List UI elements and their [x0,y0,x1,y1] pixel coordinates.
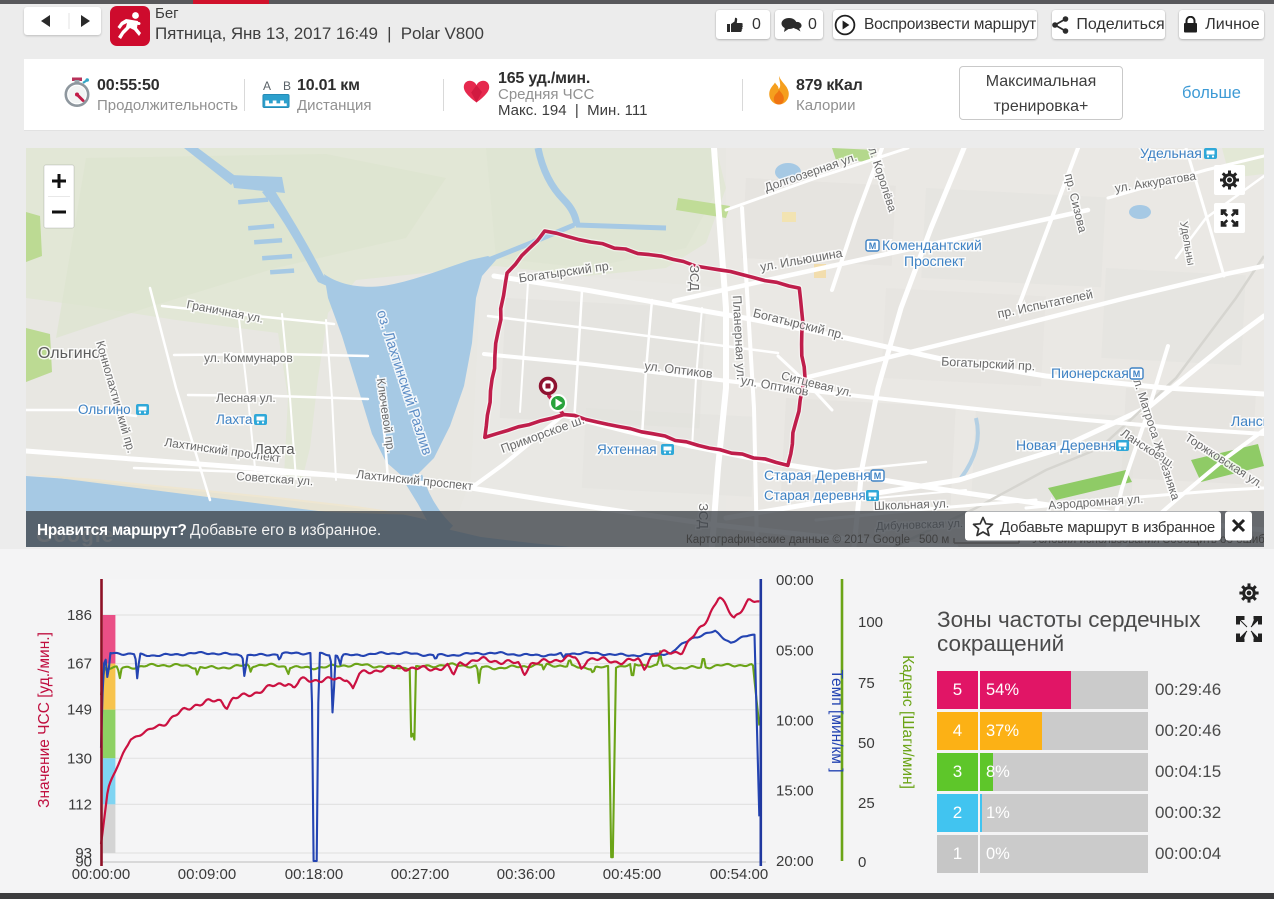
svg-text:Пионерская: Пионерская [1051,365,1129,381]
svg-text:00:54:00: 00:54:00 [710,866,768,883]
svg-text:25: 25 [858,795,875,812]
svg-text:Лахта: Лахта [216,412,253,427]
svg-text:ЗСД: ЗСД [687,265,702,291]
svg-text:0: 0 [858,854,866,871]
svg-text:10:00: 10:00 [776,713,814,730]
svg-text:112: 112 [68,796,92,813]
svg-text:Каденс [Шаги/мин]: Каденс [Шаги/мин] [899,655,916,789]
svg-text:00:00:00: 00:00:00 [72,866,130,883]
svg-text:20:00: 20:00 [776,853,814,870]
svg-text:ул. Коммунаров: ул. Коммунаров [204,351,293,365]
svg-text:05:00: 05:00 [776,643,814,660]
svg-text:00:36:00: 00:36:00 [497,866,555,883]
svg-text:Лахта: Лахта [254,441,295,458]
svg-text:М: М [874,471,882,481]
svg-text:Нравится маршрут?: Нравится маршрут? [37,522,187,539]
svg-text:Богатырский пр.: Богатырский пр. [941,355,1036,374]
svg-text:149: 149 [67,702,92,719]
svg-text:Темп [мин/км ]: Темп [мин/км ] [828,669,845,772]
svg-text:100: 100 [858,614,883,631]
svg-text:00:00: 00:00 [776,572,814,589]
svg-text:Удельная: Удельная [1140,148,1202,161]
svg-text:50: 50 [858,735,875,752]
svg-text:186: 186 [67,607,92,624]
svg-text:Старая Деревня: Старая Деревня [764,467,871,483]
svg-text:Проспект: Проспект [904,253,965,269]
svg-text:75: 75 [858,675,875,692]
svg-text:Добавьте его в избранное.: Добавьте его в избранное. [190,522,381,539]
svg-text:Новая Деревня: Новая Деревня [1016,437,1116,453]
svg-text:500 м: 500 м [919,534,949,546]
svg-text:167: 167 [67,656,92,673]
svg-text:Аэродромная ул.: Аэродромная ул. [1048,492,1144,513]
svg-text:Значение ЧСС [уд./мин.]: Значение ЧСС [уд./мин.] [36,632,53,808]
svg-text:М: М [869,241,877,251]
svg-text:Лахта: Лахта [216,412,253,427]
svg-text:Ольгино: Ольгино [38,345,101,362]
svg-text:Школьная ул.: Школьная ул. [874,496,950,513]
svg-text:Лесная ул.: Лесная ул. [216,391,276,405]
svg-text:93: 93 [75,845,92,862]
svg-text:00:09:00: 00:09:00 [178,866,236,883]
svg-text:Советская ул.: Советская ул. [236,469,314,488]
svg-text:90: 90 [75,854,92,871]
svg-text:Старая деревня: Старая деревня [764,488,866,503]
svg-text:Старая Деревня: Старая Деревня [764,467,871,483]
svg-text:00:18:00: 00:18:00 [285,866,343,883]
svg-text:Ольгино: Ольгино [78,402,131,417]
svg-text:Добавьте маршрут в избранное: Добавьте маршрут в избранное [1000,519,1215,536]
svg-text:Школьная ул.: Школьная ул. [874,496,950,513]
svg-text:Ланск: Ланск [1231,413,1264,429]
svg-text:Новая Деревня: Новая Деревня [1016,437,1116,453]
svg-text:00:45:00: 00:45:00 [603,866,661,883]
svg-text:Удельная: Удельная [1140,148,1202,161]
svg-text:Комендантский: Комендантский [882,237,982,253]
svg-text:Старая деревня: Старая деревня [764,488,866,503]
svg-text:Ольгино: Ольгино [38,345,101,362]
svg-text:Ольгино: Ольгино [78,402,131,417]
svg-text:Яхтенная: Яхтенная [597,442,657,457]
svg-text:Лесная ул.: Лесная ул. [216,391,276,405]
svg-text:Планерная ул.: Планерная ул. [730,295,748,381]
svg-text:130: 130 [67,750,92,767]
svg-text:Картографические данные © 2017: Картографические данные © 2017 Google [686,534,910,546]
svg-text:Проспект: Проспект [904,253,965,269]
svg-text:Советская ул.: Советская ул. [236,469,314,488]
svg-text:Пионерская: Пионерская [1051,365,1129,381]
svg-text:Лахта: Лахта [254,441,295,458]
svg-text:М: М [1133,369,1141,379]
svg-text:Богатырский пр.: Богатырский пр. [941,355,1036,374]
svg-text:Ланск: Ланск [1231,413,1264,429]
svg-text:00:27:00: 00:27:00 [391,866,449,883]
svg-text:Комендантский: Комендантский [882,237,982,253]
svg-text:Яхтенная: Яхтенная [597,442,657,457]
svg-text:ЗСД: ЗСД [687,265,702,291]
svg-text:Планерная ул.: Планерная ул. [730,295,748,381]
svg-text:ул. Коммунаров: ул. Коммунаров [204,351,293,365]
svg-text:15:00: 15:00 [776,783,814,800]
